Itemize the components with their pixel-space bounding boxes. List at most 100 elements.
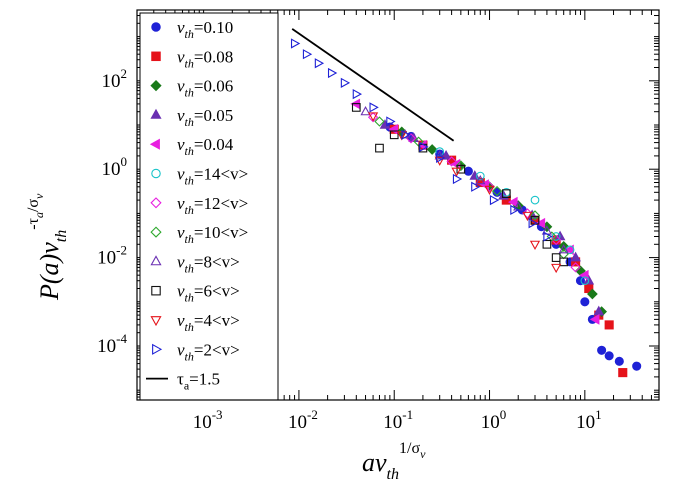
series-3 [396,126,607,317]
data-point [340,77,351,88]
legend-label: vth=0.08 [177,47,233,70]
data-point [290,38,301,49]
legend-label: vth=14<v> [177,165,248,188]
x-tick-label: 101 [576,407,602,433]
legend-marker [151,168,161,179]
data-point [570,262,581,273]
data-point [413,136,424,147]
data-point [352,89,363,100]
data-point [558,244,569,254]
series-2 [389,124,628,378]
data-point [543,231,553,242]
plot-frame [136,9,660,401]
data-point [436,152,446,164]
data-point [484,185,495,196]
y-tick-label: 100 [102,154,128,180]
x-tick-label: 10-1 [383,407,413,433]
legend-marker [152,343,163,355]
data-point [564,244,574,256]
data-point [559,257,569,267]
legend-marker [150,79,162,92]
data-point [597,345,607,355]
series-5 [350,98,600,325]
legend-label: vth=8<v> [177,252,240,275]
legend-label: τa=1.5 [177,370,220,393]
data-point [351,103,361,112]
data-point [535,217,546,229]
legend-label: vth=0.06 [177,77,233,100]
data-point [463,166,473,176]
data-point [492,187,502,197]
y-tick-label: 10-2 [97,243,127,269]
data-point [542,239,552,249]
data-point [455,160,466,171]
legend-marker [151,51,161,62]
legend-marker [150,197,162,209]
data-point [570,251,581,262]
series-1 [385,122,642,371]
data-point [475,171,485,181]
legend-marker [149,138,160,150]
legend-marker [150,108,162,119]
data-point [587,288,598,300]
legend-label: vth=10<v> [177,223,248,246]
legend-label: vth=6<v> [177,282,240,305]
data-point [434,150,445,160]
data-point [529,210,541,221]
data-point [419,141,429,152]
data-point [618,368,628,378]
data-point [614,356,624,366]
data-point [507,196,518,208]
data-point [484,181,495,192]
legend-marker [150,255,162,266]
data-point [360,105,371,116]
data-point [369,102,379,113]
y-tick-label: 102 [102,66,128,92]
legend-label: vth=2<v> [177,340,240,363]
x-axis-label: avth1/σv [362,440,426,483]
data-point [510,204,520,216]
legend-marker [151,22,161,32]
data-point [367,112,379,122]
data-point [302,49,313,60]
data-point [589,314,600,325]
legend-marker [151,285,161,296]
y-axis-label: P(a)vth-τa/σv [25,193,70,301]
data-point [475,174,486,185]
data-point [471,181,481,192]
data-point [632,361,642,371]
data-point [489,194,500,206]
legend-label: vth=0.05 [177,106,233,129]
data-point [446,156,457,167]
legend-box [139,12,279,401]
legend-label: vth=12<v> [177,194,248,217]
data-points [290,38,642,378]
x-tick-label: 100 [481,407,507,433]
data-point [327,67,338,79]
x-tick-label: 10-3 [193,407,223,433]
reference-line [291,28,455,142]
data-point [522,211,533,222]
tick-labels: 10-3 10-2 10-1 100 101 10-4 10-2 100 102 [97,66,601,433]
data-point [580,276,590,286]
series-4 [379,119,605,316]
data-point [434,156,445,166]
data-point [528,218,538,229]
data-point [530,195,540,205]
data-point [529,240,541,250]
data-point [501,189,511,198]
series-12 [290,38,553,242]
data-point [604,351,614,361]
data-point [386,116,396,127]
legend-label: vth=0.04 [177,135,234,158]
legend-marker [150,316,162,327]
data-point [551,263,562,274]
data-point [375,143,384,153]
legend: vth=0.10 vth=0.08 vth=0.06 vth=0.05 vth=0.04… [139,12,279,401]
data-point [604,320,614,330]
data-point [389,130,399,140]
y-tick-label: 10-4 [97,331,127,357]
data-point [426,144,438,155]
legend-marker [150,226,162,238]
